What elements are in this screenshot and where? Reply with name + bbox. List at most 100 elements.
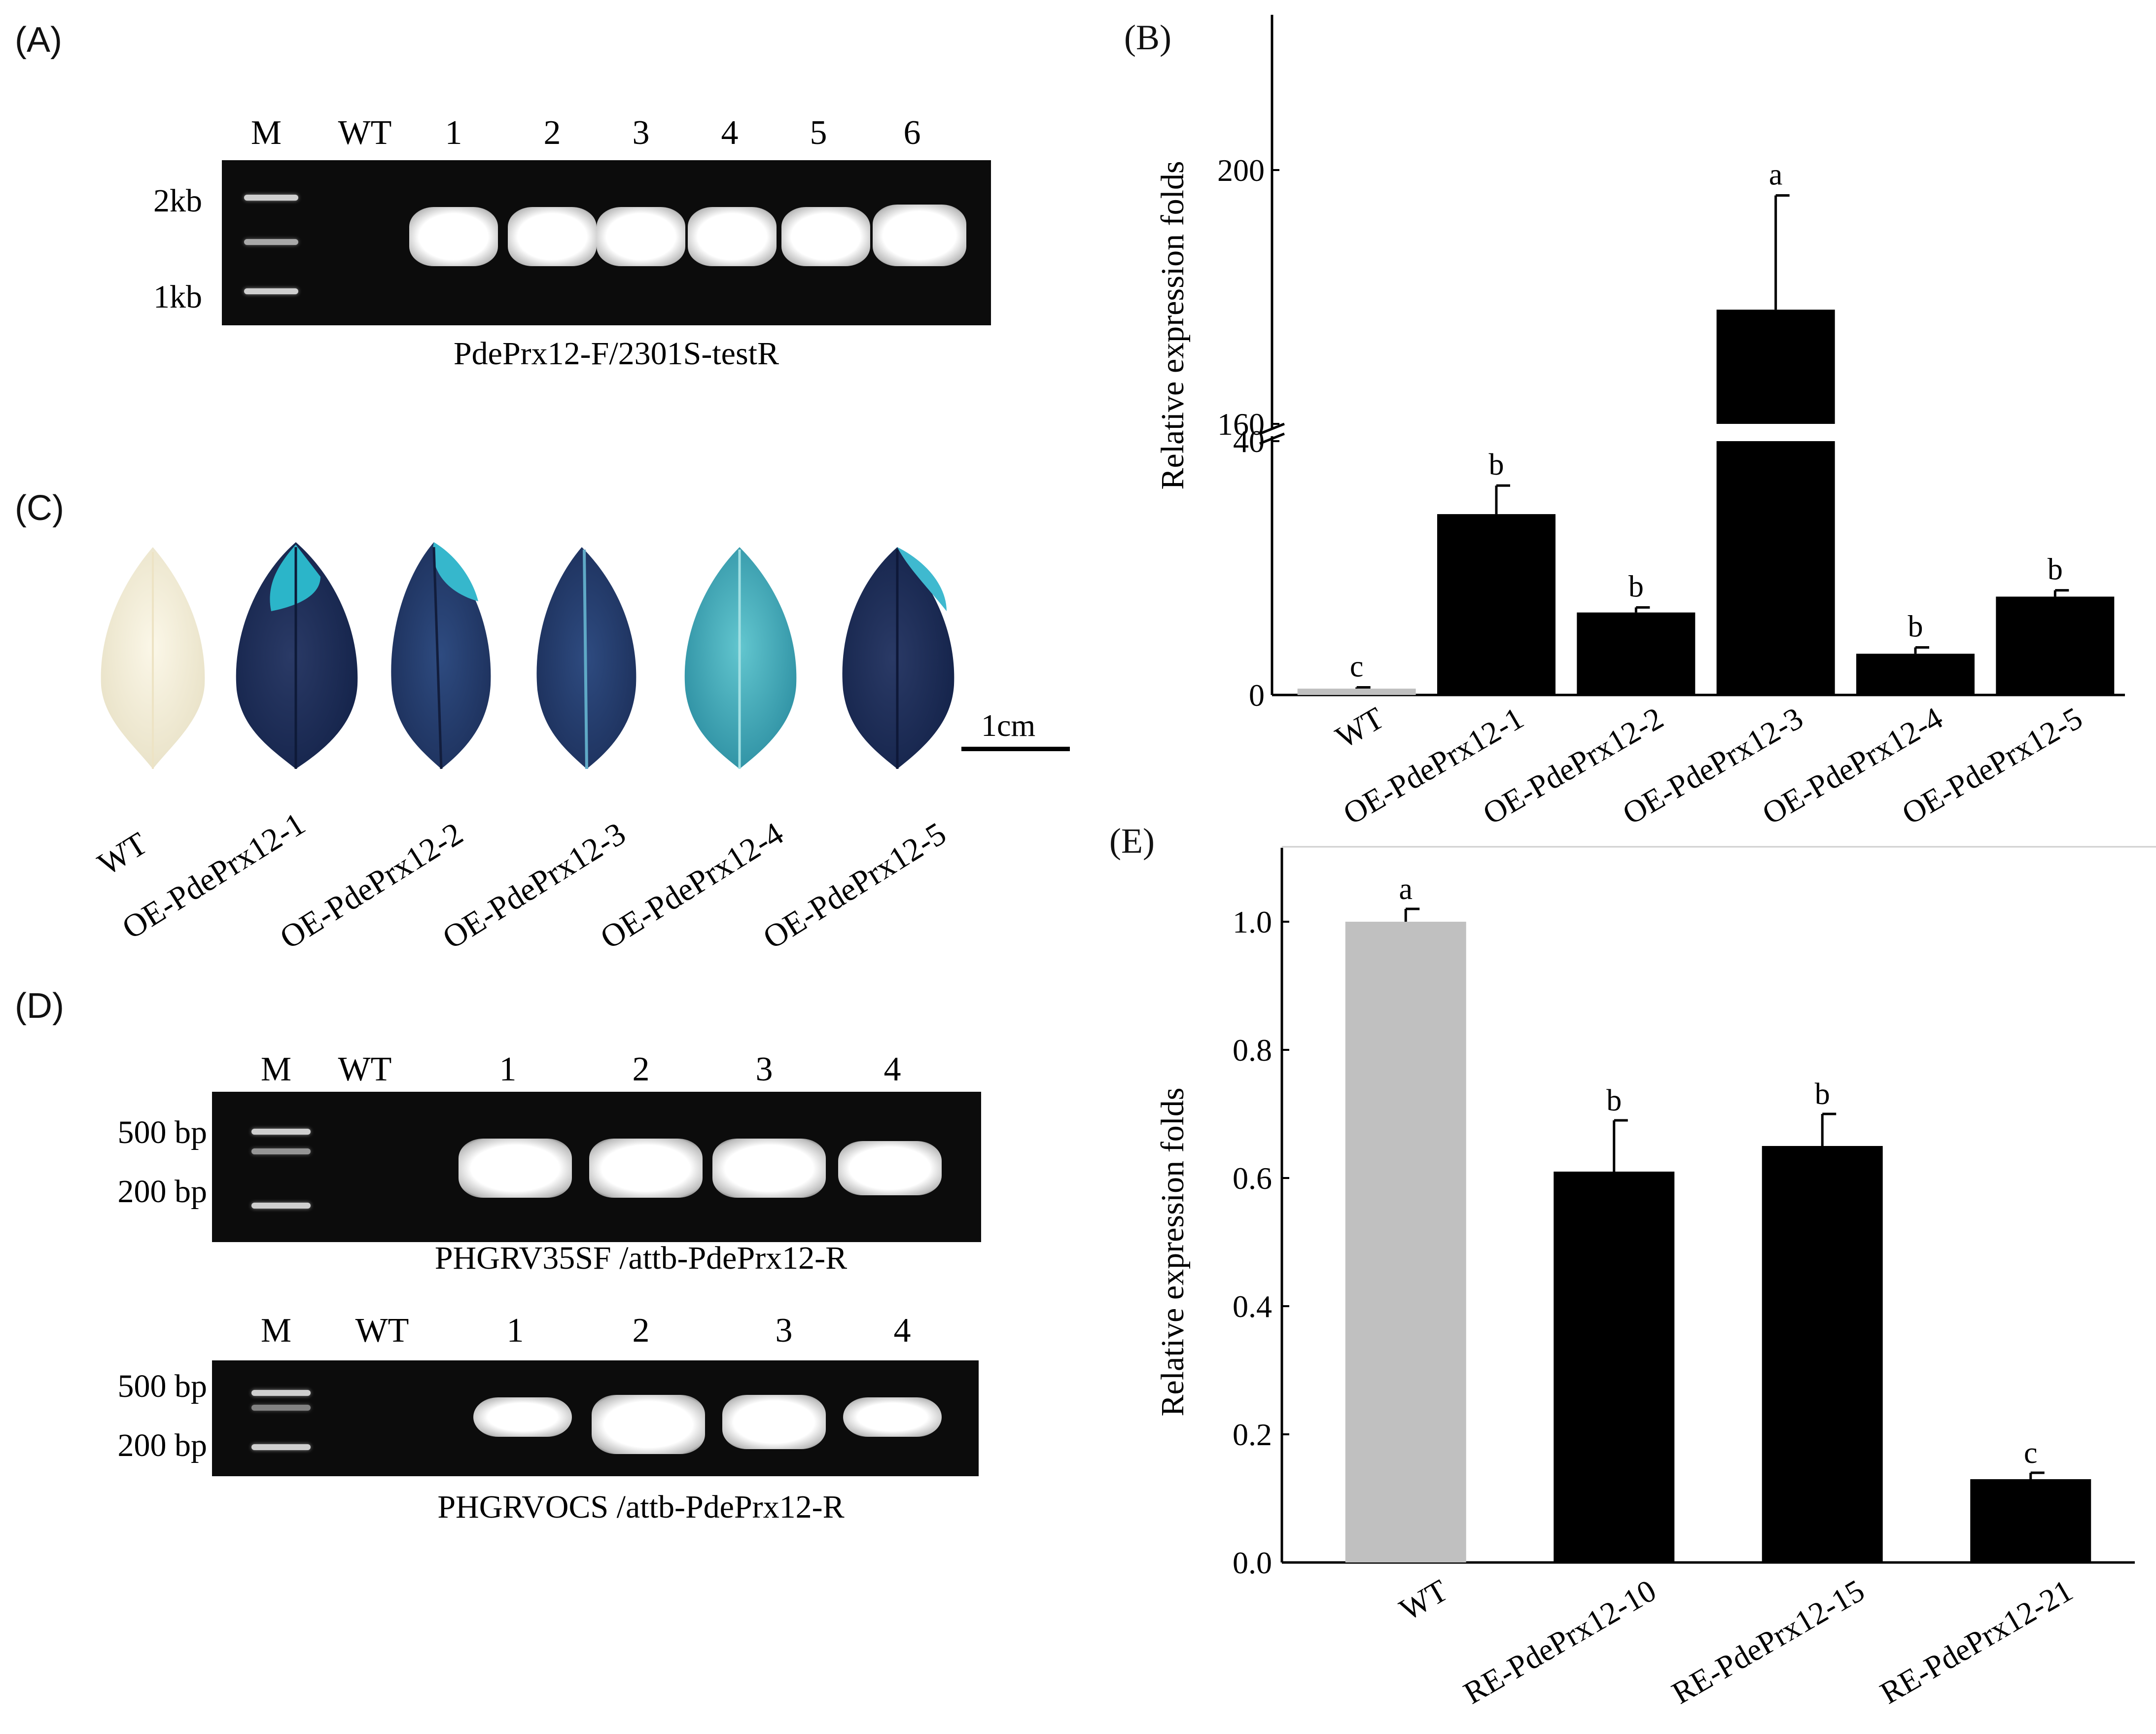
gel-d2-lane-m: M (260, 1312, 292, 1350)
gel-d1-image (212, 1092, 981, 1242)
chart-b-y-axis-title: Relative expression folds (1155, 161, 1191, 489)
gel-a-lane-m: M (250, 114, 282, 152)
gel-d1-size-200: 200 bp (117, 1174, 208, 1210)
gel-a-lane-2: 2 (543, 114, 561, 152)
chart-b-y-tick-label: 40 (1233, 424, 1265, 459)
chart-e-y-tick-label: 0.8 (1233, 1033, 1272, 1068)
chart-b-panel-label: (B) (1124, 18, 1171, 57)
chart-b-significance-letter: a (1769, 158, 1783, 192)
gel-a-ladder-band (244, 288, 298, 294)
chart-b-bar (1577, 612, 1696, 695)
gel-d2-band-3 (722, 1395, 826, 1449)
chart-b-significance-letter: c (1350, 650, 1364, 684)
gel-d2-lane-1: 1 (506, 1312, 524, 1350)
gel-a-band-3 (597, 207, 685, 266)
gel-a-lane-6: 6 (903, 114, 921, 152)
chart-e-x-tick-label: RE-PdePrx12-10 (1458, 1573, 1662, 1711)
leaf-wt (101, 547, 205, 769)
chart-e-bar (1554, 1172, 1675, 1562)
chart-b-x-tick-label: WT (1330, 700, 1390, 755)
chart-b-bar (1996, 596, 2115, 695)
chart-e-significance-letter: b (1815, 1077, 1830, 1111)
gel-d2-size-500: 500 bp (117, 1368, 208, 1404)
gel-d2-ladder-band (251, 1444, 311, 1450)
gel-a-band-6 (873, 205, 966, 266)
chart-e-x-tick-label: RE-PdePrx12-15 (1666, 1573, 1870, 1711)
chart-b-bar (1856, 654, 1975, 695)
gel-d1-lane-4: 4 (884, 1050, 901, 1088)
chart-b-significance-letter: b (1628, 570, 1644, 603)
gel-d2-band-2 (592, 1395, 705, 1454)
chart-e-y-axis-title: Relative expression folds (1155, 1087, 1191, 1416)
gel-a-primer-caption: PdePrx12-F/2301S-testR (453, 336, 779, 372)
chart-b-bar (1297, 689, 1416, 695)
leaf-label-oe-5: OE-PdePrx12-5 (757, 815, 953, 956)
chart-b: (B) 160 200 0 40 Relative expression folds cW… (1124, 15, 2156, 848)
chart-e-y-tick-label: 0.2 (1233, 1417, 1272, 1452)
gel-d1-lane-1: 1 (499, 1050, 517, 1088)
chart-b-axis-break-mark (1259, 422, 1285, 435)
chart-b-bar (1716, 441, 1835, 695)
gel-a-band-4 (688, 207, 777, 266)
gel-a-lane-4: 4 (721, 114, 739, 152)
gel-d1-band-2 (589, 1139, 703, 1198)
gel-d1-lane-2: 2 (632, 1050, 650, 1088)
gel-a-lane-wt: WT (338, 114, 392, 152)
gel-d2-lane-3: 3 (775, 1312, 793, 1350)
chart-e-bar (1762, 1146, 1883, 1562)
gel-a-image (222, 160, 991, 325)
gel-d2-ladder-band (251, 1405, 311, 1411)
leaf-oe-5 (842, 547, 954, 769)
chart-e-significance-letter: c (2024, 1436, 2038, 1470)
gel-d1-lane-3: 3 (755, 1050, 773, 1088)
leaf-oe-2 (391, 542, 491, 769)
gel-a-band-2 (508, 207, 597, 266)
panel-a-label: (A) (15, 20, 62, 60)
chart-e-x-tick-label: RE-PdePrx12-21 (1874, 1573, 2079, 1711)
chart-e-bar (1970, 1479, 2091, 1562)
leaf-label-wt: WT (92, 825, 154, 883)
leaf-oe-1 (236, 542, 358, 769)
gel-d2-band-1 (473, 1397, 572, 1437)
gel-d2-primer-caption: PHGRVOCS /attb-PdePrx12-R (437, 1489, 845, 1525)
gel-a-band-1 (409, 207, 498, 266)
gel-d1-lane-m: M (260, 1050, 292, 1088)
leaf-oe-3 (536, 547, 636, 769)
gel-d1-size-500: 500 bp (117, 1114, 208, 1150)
gel-d1-band-3 (712, 1139, 826, 1198)
gel-d1-band-4 (838, 1141, 942, 1195)
gel-d1-band-1 (459, 1139, 572, 1198)
gel-a-size-2kb: 2kb (153, 183, 202, 219)
gel-d2-lane-4: 4 (893, 1312, 911, 1350)
chart-b-y-tick-label: 200 (1217, 153, 1265, 188)
gel-d2-lane-2: 2 (632, 1312, 650, 1350)
panel-c-label: (C) (15, 488, 64, 528)
gel-d2-ladder-band (251, 1390, 311, 1396)
chart-e-significance-letter: b (1606, 1084, 1622, 1117)
chart-e-x-tick-label: WT (1394, 1573, 1454, 1628)
gel-d1-ladder-band (251, 1129, 311, 1135)
gel-a-lane-1: 1 (445, 114, 462, 152)
leaf-stain-images (101, 542, 954, 769)
panel-d-label: (D) (15, 986, 64, 1026)
chart-b-significance-letter: b (1908, 610, 1923, 643)
chart-b-y-tick-label: 160 (1217, 407, 1265, 442)
gel-d1-ladder-band (251, 1203, 311, 1209)
gel-d2-size-200: 200 bp (117, 1427, 208, 1463)
chart-e-significance-letter: a (1399, 872, 1413, 906)
chart-b-bar (1437, 514, 1555, 695)
gel-a-ladder-band (244, 239, 298, 245)
gel-a-ladder-band (244, 195, 298, 201)
scale-bar-label: 1cm (981, 708, 1036, 743)
scale-bar (961, 747, 1070, 751)
chart-e-bar (1345, 922, 1466, 1562)
gel-a-lane-5: 5 (810, 114, 827, 152)
chart-e-panel-label: (E) (1109, 821, 1155, 861)
gel-d1-primer-caption: PHGRV35SF /attb-PdePrx12-R (434, 1240, 848, 1276)
chart-b-axis-break-mark (1259, 432, 1285, 445)
gel-d2-band-4 (843, 1397, 942, 1437)
gel-d1-ladder-band (251, 1148, 311, 1154)
gel-d2-image (212, 1360, 979, 1476)
gel-a-size-1kb: 1kb (153, 279, 202, 315)
leaf-oe-4 (684, 547, 797, 769)
